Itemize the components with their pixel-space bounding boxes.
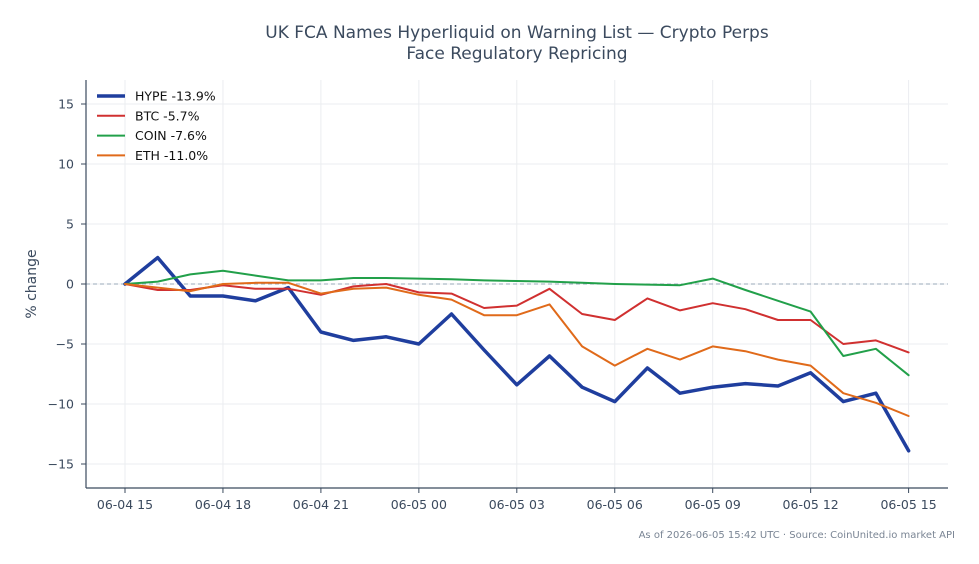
x-tick-label: 06-05 00 (391, 497, 447, 512)
series-lines (123, 255, 911, 453)
x-tick-label: 06-05 12 (783, 497, 839, 512)
x-tick-labels: 06-04 15 06-04 18 06-04 21 06-05 00 06-05 03… (97, 497, 937, 512)
y-tick-label: 5 (66, 217, 74, 232)
series-line-0 (123, 255, 911, 453)
axes (81, 80, 948, 493)
x-tick-label: 06-04 15 (97, 497, 153, 512)
legend: HYPE -13.9% BTC -5.7% COIN -7.6% ETH -11.0% (97, 89, 216, 163)
y-tick-label: −15 (48, 457, 74, 472)
y-tick-label: 0 (66, 277, 74, 292)
x-tick-label: 06-05 03 (489, 497, 545, 512)
y-tick-label: 15 (58, 97, 74, 112)
y-tick-label: −10 (48, 397, 74, 412)
y-axis-label: % change (24, 249, 40, 318)
x-tick-label: 06-04 21 (293, 497, 349, 512)
x-tick-label: 06-04 18 (195, 497, 251, 512)
chart-title-line-1: UK FCA Names Hyperliquid on Warning List… (265, 23, 769, 43)
y-tick-label: 10 (58, 157, 74, 172)
x-tick-label: 06-05 09 (685, 497, 741, 512)
series-line-1 (124, 283, 910, 354)
legend-label-0: HYPE -13.9% (135, 89, 216, 104)
y-tick-labels: −15 −10 −5 0 5 10 15 (48, 97, 74, 472)
y-tick-label: −5 (56, 337, 74, 352)
source-note: As of 2026-06-05 15:42 UTC · Source: Coi… (639, 530, 955, 541)
legend-label-1: BTC -5.7% (135, 108, 200, 123)
x-tick-label: 06-05 15 (880, 497, 936, 512)
legend-label-3: ETH -11.0% (135, 148, 208, 163)
series-line-3 (124, 281, 910, 417)
chart-title-line-2: Face Regulatory Repricing (406, 44, 627, 64)
legend-label-2: COIN -7.6% (135, 128, 207, 143)
series-line-2 (124, 269, 910, 377)
x-tick-label: 06-05 06 (587, 497, 643, 512)
